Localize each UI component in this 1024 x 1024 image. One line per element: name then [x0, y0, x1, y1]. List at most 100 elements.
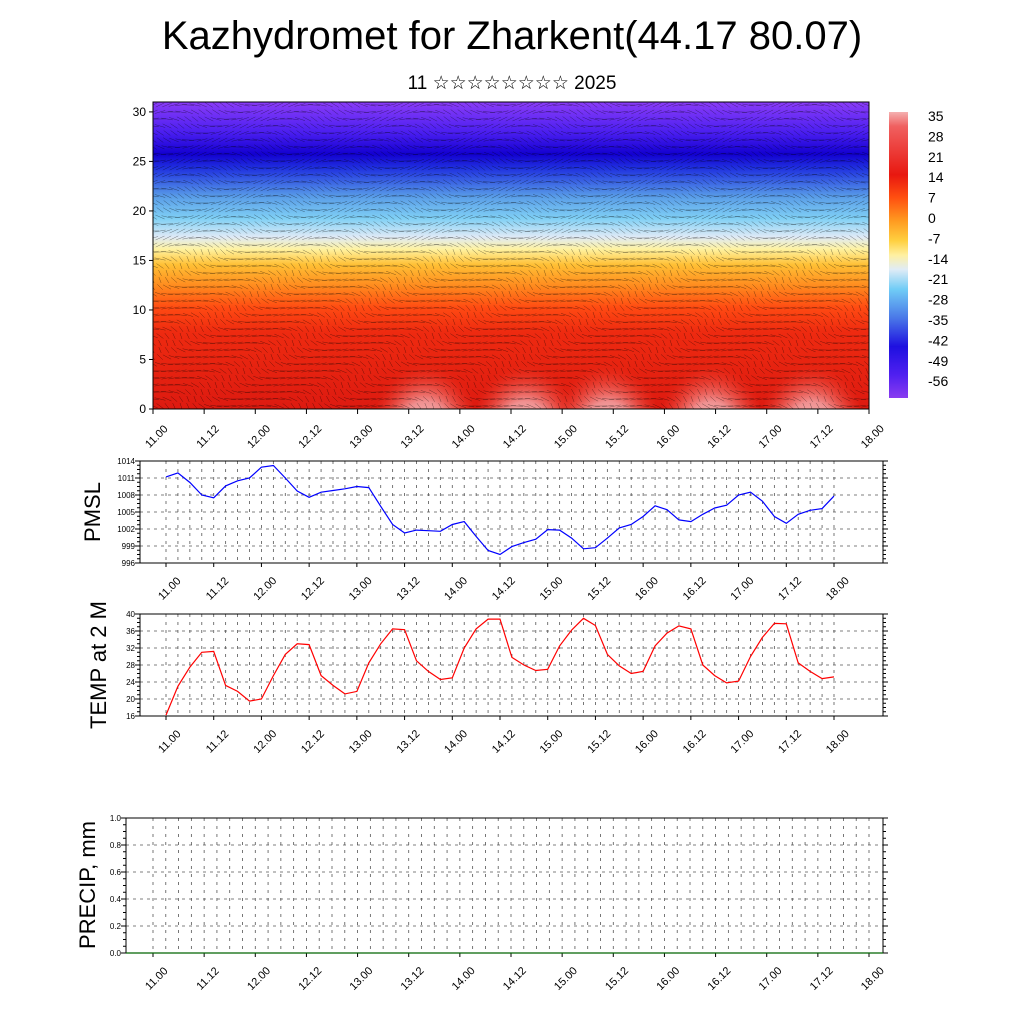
series-line [165, 617, 835, 716]
precip-chart: 0.0 0.2 0.4 0.6 0.8 1.0 11.00 11.12 12.00 12.12 13… [75, 814, 888, 993]
x-tick-label: 14.12 [490, 575, 518, 603]
colorbar-label: -28 [928, 292, 948, 308]
y-tick-label: 999 [122, 542, 136, 551]
colorbar-label: 7 [928, 190, 936, 206]
heatmap-x-tick-label: 15.12 [603, 423, 631, 451]
heatmap-x-tick-label: 12.00 [245, 423, 273, 451]
heatmap-x-tick-label: 15.00 [552, 423, 580, 451]
x-tick-label: 17.00 [728, 575, 756, 603]
y-axis-label: PMSL [80, 482, 105, 542]
heatmap-x-tick-label: 13.12 [399, 423, 427, 451]
y-tick-label: 0.4 [110, 895, 122, 904]
heatmap-x-tick-label: 12.12 [296, 423, 324, 451]
y-tick-label: 1005 [117, 508, 135, 517]
x-tick-label: 18.00 [824, 728, 852, 756]
heatmap-x-tick-label: 14.12 [501, 423, 529, 451]
colorbar-label: -42 [928, 332, 948, 348]
y-tick-label: 996 [122, 559, 136, 568]
x-tick-label: 15.12 [603, 965, 631, 993]
wind-vectors [153, 102, 869, 409]
warm-bubble [663, 352, 760, 409]
x-tick-label: 17.12 [776, 728, 804, 756]
x-tick-label: 15.12 [585, 575, 613, 603]
heatmap-x-tick-label: 14.00 [450, 423, 478, 451]
y-tick-label: 1002 [117, 525, 135, 534]
warm-bubble [477, 352, 574, 409]
x-tick-label: 14.12 [501, 965, 529, 993]
colorbar-label: -21 [928, 271, 948, 287]
colorbar-label: -49 [928, 353, 948, 369]
x-tick-label: 15.00 [538, 728, 566, 756]
x-tick-label: 13.00 [347, 575, 375, 603]
x-tick-label: 11.12 [204, 575, 231, 602]
y-tick-label: 40 [126, 610, 135, 619]
heatmap-y-tick-label: 0 [139, 402, 146, 416]
cross-section-heatmap: 0 5 10 15 20 25 30 11.00 11.12 12.00 12.12 13.00 13.… [133, 101, 887, 451]
temp-chart: 16 20 24 28 32 36 40 11.00 11.12 12.00 12.12 13.00 1… [86, 601, 888, 756]
y-tick-label: 0.6 [110, 868, 122, 877]
x-tick-label: 16.12 [681, 575, 709, 603]
colorbar-label: 21 [928, 149, 944, 165]
warm-bubble [763, 352, 860, 409]
y-tick-label: 1008 [117, 491, 135, 500]
x-tick-label: 16.00 [633, 728, 661, 756]
colorbar-label: 0 [928, 210, 936, 226]
colorbar-label: 14 [928, 169, 944, 185]
heatmap-x-tick-label: 13.00 [347, 423, 375, 451]
x-tick-label: 18.00 [859, 965, 887, 993]
heatmap-y-tick-label: 30 [133, 105, 147, 119]
heatmap-y-tick-label: 5 [139, 352, 146, 366]
x-tick-label: 13.12 [394, 728, 422, 756]
heatmap-field [153, 102, 869, 409]
heatmap-y-tick-label: 20 [133, 204, 147, 218]
x-tick-label: 12.12 [296, 965, 324, 993]
y-axis-label: PRECIP, mm [75, 821, 100, 949]
x-tick-label: 11.12 [204, 728, 231, 755]
heatmap-x-tick-label: 17.00 [757, 423, 785, 451]
y-tick-label: 1014 [117, 457, 135, 466]
colorbar-label: -14 [928, 251, 948, 267]
heatmap-x-tick-label: 16.12 [705, 423, 733, 451]
colorbar-scale [889, 112, 908, 398]
x-tick-label: 13.12 [399, 965, 427, 993]
colorbar-label: 28 [928, 128, 944, 144]
heatmap-x-tick-label: 11.00 [143, 423, 170, 450]
colorbar-label: -7 [928, 230, 941, 246]
x-tick-label: 13.00 [347, 728, 375, 756]
x-tick-label: 17.12 [776, 575, 804, 603]
x-tick-label: 16.00 [654, 965, 682, 993]
y-tick-label: 0.8 [110, 841, 122, 850]
x-tick-label: 11.12 [194, 965, 221, 992]
x-tick-label: 14.00 [442, 728, 470, 756]
y-tick-label: 16 [126, 712, 135, 721]
x-tick-label: 12.00 [251, 728, 279, 756]
x-tick-label: 16.12 [705, 965, 733, 993]
x-tick-label: 12.12 [299, 575, 327, 603]
warm-bubble [559, 352, 656, 409]
heatmap-x-tick-label: 18.00 [859, 423, 887, 451]
plot-frame [125, 817, 884, 954]
y-tick-label: 1011 [118, 474, 136, 483]
colorbar-label: -56 [928, 373, 948, 389]
y-tick-label: 36 [126, 627, 135, 636]
colorbar-label: -35 [928, 312, 948, 328]
y-tick-label: 32 [126, 644, 135, 653]
x-tick-label: 16.00 [633, 575, 661, 603]
y-tick-label: 24 [126, 678, 135, 687]
x-tick-label: 11.00 [156, 575, 183, 602]
pmsl-chart: 996 999 1002 1005 1008 1011 1014 11.00 11.12 12.0… [80, 457, 888, 603]
series-line [165, 464, 835, 556]
y-tick-label: 0.0 [110, 949, 122, 958]
heatmap-x-tick-label: 17.12 [808, 423, 836, 451]
colorbar: 35 28 21 14 7 0 -7 -14 -21 -28 -35 -42 -49 -56 [889, 108, 948, 398]
chart-title: Kazhydromet for Zharkent(44.17 80.07) [161, 14, 863, 58]
x-tick-label: 17.00 [757, 965, 785, 993]
x-tick-label: 12.00 [245, 965, 273, 993]
x-tick-label: 12.00 [251, 575, 279, 603]
x-tick-label: 11.00 [143, 965, 170, 992]
y-tick-label: 20 [126, 695, 135, 704]
x-tick-label: 14.00 [442, 575, 470, 603]
x-tick-label: 15.00 [538, 575, 566, 603]
